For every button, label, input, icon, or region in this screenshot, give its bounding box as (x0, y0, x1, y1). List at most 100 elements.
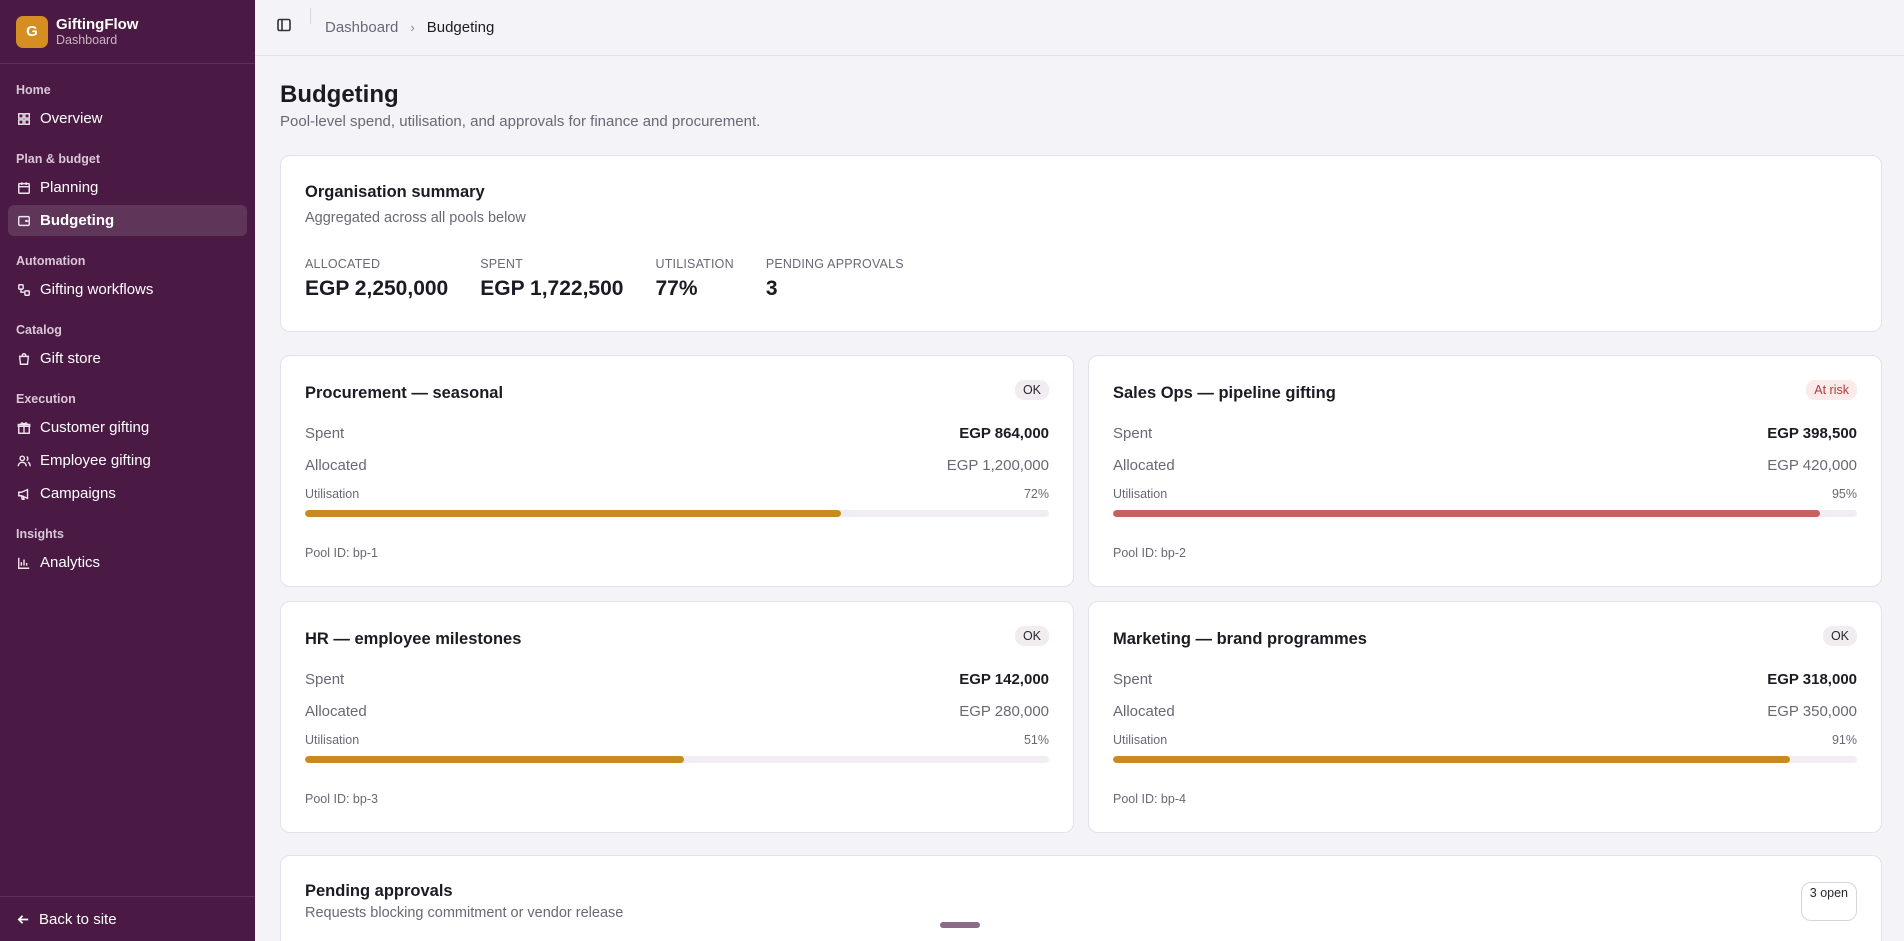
brand-logo: G (16, 15, 48, 48)
sidebar-nav: Home Overview Plan & budget Planning Budgeti… (0, 64, 255, 578)
pool-id: Pool ID: bp-3 (305, 792, 378, 806)
gift-icon (16, 420, 32, 436)
summary-subtitle: Aggregated across all pools below (305, 210, 526, 226)
sidebar-item-gifting-workflows[interactable]: Gifting workflows (8, 274, 247, 305)
budget-pool-card[interactable]: Marketing — brand programmes OK Spent EGP 3… (1088, 601, 1882, 833)
sidebar-item-overview[interactable]: Overview (8, 103, 247, 134)
sidebar-toggle-button[interactable] (276, 17, 292, 38)
breadcrumb-current: Budgeting (426, 19, 495, 36)
nav-group-label: Automation (16, 254, 86, 268)
pool-name: Procurement — seasonal (305, 384, 504, 402)
utilisation-label: Utilisation (305, 487, 360, 501)
sidebar-item-employee-gifting[interactable]: Employee gifting (8, 445, 247, 476)
main-content: Budgeting Pool-level spend, utilisation,… (280, 56, 1882, 941)
sidebar-item-label: Gifting workflows (40, 281, 154, 298)
sidebar-item-gift-store[interactable]: Gift store (8, 343, 247, 374)
utilisation-bar (305, 510, 1049, 517)
pool-id: Pool ID: bp-4 (1113, 792, 1186, 806)
nav-group: Plan & budget Planning Budgeting (0, 150, 255, 236)
nav-group-label: Home (16, 83, 51, 97)
sidebar-item-label: Analytics (40, 554, 101, 571)
spent-label: Spent (305, 671, 345, 688)
pending-approvals-card: Pending approvals Requests blocking comm… (280, 855, 1882, 941)
users-icon (16, 453, 32, 469)
status-badge: OK (1014, 626, 1049, 646)
stat-label: Utilisation (655, 257, 734, 271)
utilisation-value: 51% (1023, 733, 1049, 747)
sidebar-item-campaigns[interactable]: Campaigns (8, 478, 247, 509)
budget-pool-card[interactable]: Sales Ops — pipeline gifting At risk Spent… (1088, 355, 1882, 587)
workflow-icon (16, 282, 32, 298)
stat-spent: Spent EGP 1,722,500 (480, 257, 623, 301)
nav-group: Execution Customer gifting Employee giftin… (0, 390, 255, 509)
allocated-value: EGP 350,000 (1767, 703, 1857, 720)
bar-chart-icon (16, 555, 32, 571)
sidebar-item-label: Campaigns (40, 485, 116, 502)
spent-value: EGP 398,500 (1767, 425, 1857, 442)
megaphone-icon (16, 486, 32, 502)
sidebar-item-analytics[interactable]: Analytics (8, 547, 247, 578)
utilisation-value: 91% (1831, 733, 1857, 747)
nav-group-label: Catalog (16, 323, 62, 337)
nav-group: Catalog Gift store (0, 321, 255, 374)
nav-group: Home Overview (0, 81, 255, 134)
allocated-value: EGP 280,000 (959, 703, 1049, 720)
stat-allocated: Allocated EGP 2,250,000 (305, 257, 448, 301)
pool-name: Marketing — brand programmes (1113, 630, 1367, 648)
sidebar-item-label: Overview (40, 110, 103, 127)
panel-left-icon (277, 18, 291, 32)
allocated-label: Allocated (305, 457, 367, 474)
sidebar-item-label: Employee gifting (40, 452, 151, 469)
utilisation-bar-fill (1113, 510, 1820, 517)
sidebar-item-label: Planning (40, 179, 99, 196)
utilisation-bar-fill (1113, 756, 1791, 763)
brand[interactable]: G GiftingFlow Dashboard (0, 0, 255, 64)
allocated-label: Allocated (1113, 457, 1175, 474)
utilisation-value: 95% (1831, 487, 1857, 501)
breadcrumb: Dashboard › Budgeting (325, 19, 494, 36)
sidebar-item-label: Customer gifting (40, 419, 150, 436)
utilisation-bar (1113, 756, 1857, 763)
stat-label: Pending approvals (765, 257, 904, 271)
utilisation-label: Utilisation (305, 733, 360, 747)
arrow-left-icon (17, 914, 29, 924)
status-badge: At risk (1806, 380, 1857, 400)
brand-name: GiftingFlow (56, 15, 139, 33)
spent-label: Spent (305, 425, 345, 442)
stat-value: EGP 2,250,000 (305, 277, 449, 300)
approvals-title: Pending approvals (305, 882, 453, 900)
page-subtitle: Pool-level spend, utilisation, and appro… (280, 113, 761, 130)
top-bar: Dashboard › Budgeting (255, 0, 1904, 56)
nav-group: Insights Analytics (0, 525, 255, 578)
spent-value: EGP 864,000 (959, 425, 1049, 442)
divider (310, 7, 311, 24)
chevron-right-icon: › (410, 20, 415, 35)
back-to-site-link[interactable]: Back to site (0, 896, 255, 941)
grid-icon (16, 111, 32, 127)
calendar-icon (16, 180, 32, 196)
shopping-bag-icon (16, 351, 32, 367)
pool-name: HR — employee milestones (305, 630, 522, 648)
budget-pool-card[interactable]: HR — employee milestones OK Spent EGP 142,0… (280, 601, 1074, 833)
spent-label: Spent (1113, 671, 1153, 688)
nav-group-label: Execution (16, 392, 76, 406)
sidebar-item-budgeting[interactable]: Budgeting (8, 205, 247, 236)
spent-value: EGP 318,000 (1767, 671, 1857, 688)
utilisation-label: Utilisation (1113, 733, 1168, 747)
stat-utilisation: Utilisation 77% (655, 257, 733, 301)
sidebar-item-planning[interactable]: Planning (8, 172, 247, 203)
budget-pool-card[interactable]: Procurement — seasonal OK Spent EGP 864,000… (280, 355, 1074, 587)
breadcrumb-dashboard[interactable]: Dashboard (325, 19, 399, 36)
nav-group: Automation Gifting workflows (0, 252, 255, 305)
scroll-handle[interactable] (940, 922, 980, 928)
stat-label: Allocated (305, 257, 381, 271)
sidebar-item-label: Gift store (40, 350, 101, 367)
status-badge: OK (1014, 380, 1049, 400)
sidebar-item-customer-gifting[interactable]: Customer gifting (8, 412, 247, 443)
utilisation-bar (305, 756, 1049, 763)
allocated-value: EGP 1,200,000 (946, 457, 1049, 474)
utilisation-value: 72% (1023, 487, 1049, 501)
summary-stats: Allocated EGP 2,250,000 Spent EGP 1,722,… (305, 257, 1857, 301)
open-count-badge: 3 open (1800, 882, 1857, 921)
spent-label: Spent (1113, 425, 1153, 442)
